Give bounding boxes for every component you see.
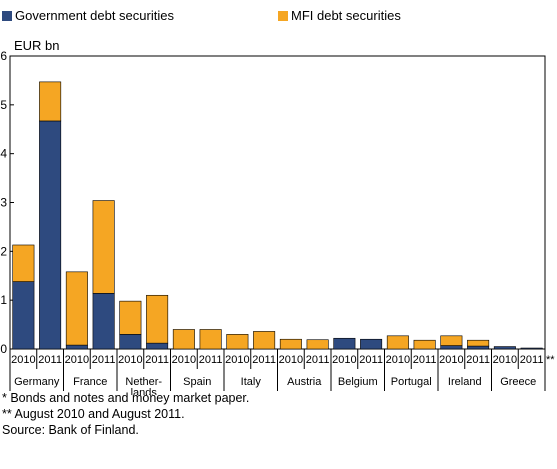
x-tick-label: 2010 bbox=[11, 354, 35, 366]
footnote-bonds: * Bonds and notes and money market paper… bbox=[2, 391, 250, 405]
x-tick-label: 2011 bbox=[145, 354, 169, 366]
bar-government bbox=[520, 347, 543, 350]
y-tick-label: 0 bbox=[0, 342, 7, 356]
legend-item-mfi: MFI debt securities bbox=[278, 8, 401, 23]
bar-government bbox=[119, 334, 142, 350]
bar-mfi bbox=[386, 335, 409, 350]
plot-frame bbox=[9, 55, 546, 350]
x-tick-label: 2011 bbox=[520, 354, 544, 366]
y-tick-label: 2 bbox=[0, 244, 7, 258]
bar-government bbox=[12, 281, 35, 350]
x-tick-label: 2010 bbox=[225, 354, 249, 366]
country-label: Austria bbox=[287, 376, 322, 388]
y-tick-label: 3 bbox=[0, 196, 7, 210]
x-tick-label: 2011 bbox=[92, 354, 116, 366]
legend-swatch-mfi bbox=[278, 10, 288, 21]
bar-government bbox=[333, 337, 356, 350]
y-tick-label: 5 bbox=[0, 98, 7, 112]
x-tick-label: 2011 bbox=[306, 354, 330, 366]
country-label: Italy bbox=[241, 376, 262, 388]
bar-mfi bbox=[12, 244, 35, 282]
x-tick-label: 2011 bbox=[413, 354, 437, 366]
bar-mfi bbox=[65, 271, 88, 346]
legend-item-government: Government debt securities bbox=[2, 8, 174, 23]
x-tick-label: 2010 bbox=[493, 354, 517, 366]
bar-mfi bbox=[413, 339, 436, 350]
bar-mfi bbox=[146, 294, 169, 344]
x-tick-label: 2010 bbox=[439, 354, 463, 366]
bar-government bbox=[467, 345, 490, 350]
bar-mfi bbox=[226, 334, 249, 350]
bar-mfi bbox=[119, 300, 142, 335]
x-tick-label: 2011 bbox=[252, 354, 276, 366]
bar-government bbox=[146, 342, 169, 350]
bar-government bbox=[440, 345, 463, 350]
legend-label-government: Government debt securities bbox=[15, 8, 174, 23]
x-tick-label: 2010 bbox=[279, 354, 303, 366]
country-label: Greece bbox=[500, 376, 536, 388]
bar-mfi bbox=[440, 335, 463, 346]
legend-swatch-government bbox=[2, 10, 12, 21]
bar-mfi bbox=[199, 329, 222, 350]
country-label: Nether- bbox=[125, 376, 162, 388]
country-label: Germany bbox=[14, 376, 60, 388]
bar-government bbox=[65, 344, 88, 350]
bar-mfi bbox=[39, 81, 62, 122]
footnote-marker: ** bbox=[546, 354, 555, 366]
y-tick-label: 6 bbox=[0, 49, 7, 63]
x-tick-label: 2010 bbox=[332, 354, 356, 366]
x-tick-label: 2010 bbox=[386, 354, 410, 366]
country-label: Portugal bbox=[391, 376, 432, 388]
y-unit-label: EUR bn bbox=[14, 38, 60, 53]
bar-mfi bbox=[253, 331, 276, 350]
x-tick-label: 2010 bbox=[172, 354, 196, 366]
bar-mfi bbox=[467, 339, 490, 347]
country-label: lands bbox=[131, 387, 158, 395]
bar-government bbox=[493, 346, 516, 350]
bar-mfi bbox=[306, 339, 329, 350]
country-label: Belgium bbox=[338, 376, 378, 388]
y-tick-label: 1 bbox=[0, 293, 7, 307]
country-label: Ireland bbox=[448, 376, 482, 388]
x-tick-label: 2011 bbox=[199, 354, 223, 366]
legend-label-mfi: MFI debt securities bbox=[291, 8, 401, 23]
bar-government bbox=[92, 293, 115, 350]
x-tick-label: 2011 bbox=[466, 354, 490, 366]
bar-mfi bbox=[172, 329, 195, 350]
x-tick-label: 2010 bbox=[65, 354, 89, 366]
x-tick-label: 2011 bbox=[359, 354, 383, 366]
y-tick-label: 4 bbox=[0, 147, 7, 161]
footnotes: * Bonds and notes and money market paper… bbox=[2, 390, 249, 438]
bar-mfi bbox=[279, 338, 302, 350]
bar-government bbox=[360, 338, 383, 350]
bar-government bbox=[39, 120, 62, 350]
footnote-august: ** August 2010 and August 2011. bbox=[2, 407, 185, 421]
x-tick-label: 2011 bbox=[38, 354, 62, 366]
bar-mfi bbox=[92, 200, 115, 294]
country-label: France bbox=[73, 376, 107, 388]
country-label: Spain bbox=[183, 376, 211, 388]
x-tick-label: 2010 bbox=[118, 354, 142, 366]
footnote-source: Source: Bank of Finland. bbox=[2, 423, 139, 437]
